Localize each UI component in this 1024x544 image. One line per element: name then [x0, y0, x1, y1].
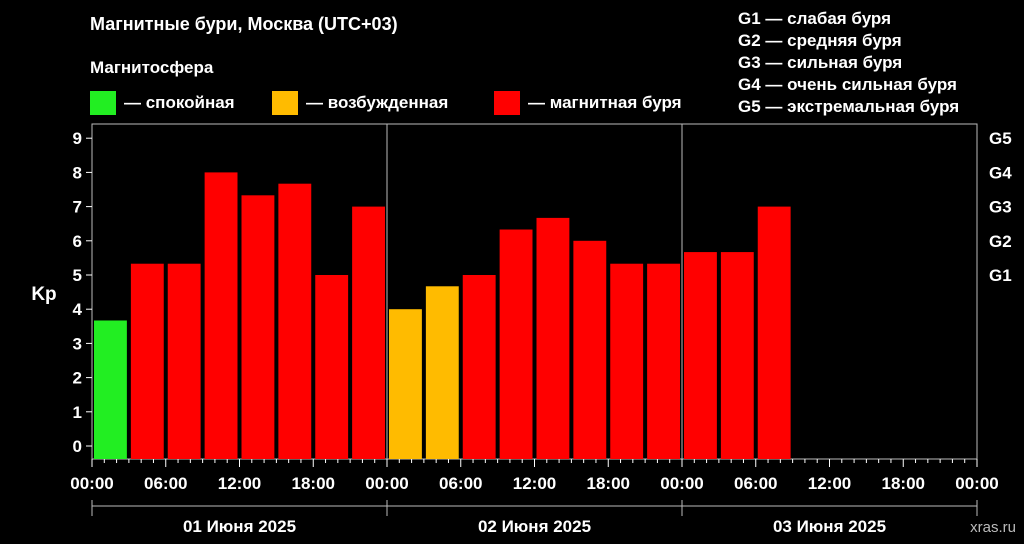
g-tick-label: G4 [989, 163, 1012, 182]
x-tick-label: 12:00 [218, 474, 261, 493]
legend-label-storm: — магнитная буря [528, 93, 682, 112]
legend-swatch-quiet [90, 91, 116, 115]
kp-bar [573, 240, 607, 459]
status-legend: — спокойная — возбужденная — магнитная б… [90, 90, 710, 116]
y-axis-label: Kp [31, 284, 56, 305]
kp-bar [241, 195, 275, 459]
y-tick-label: 6 [73, 232, 82, 251]
kp-bar [94, 320, 127, 459]
kp-bar [425, 286, 459, 459]
y-tick-label: 5 [73, 266, 82, 285]
x-tick-label: 06:00 [734, 474, 777, 493]
kp-bar [278, 183, 312, 459]
y-tick-label: 9 [73, 129, 82, 148]
kp-bar [204, 172, 238, 459]
watermark: xras.ru [970, 519, 1016, 536]
y-tick-label: 7 [73, 198, 82, 217]
x-tick-label: 18:00 [587, 474, 630, 493]
x-tick-label: 06:00 [439, 474, 482, 493]
kp-bar [130, 263, 164, 459]
day-label: 03 Июня 2025 [773, 517, 886, 536]
g-legend-g2: G2 — средняя буря [738, 31, 902, 50]
legend-item-active: — возбужденная [272, 90, 448, 116]
kp-bar [536, 217, 570, 459]
y-tick-label: 3 [73, 334, 82, 353]
g-tick-label: G1 [989, 266, 1012, 285]
g-tick-label: G3 [989, 198, 1012, 217]
g-legend-g1: G1 — слабая буря [738, 9, 892, 28]
x-tick-label: 00:00 [955, 474, 998, 493]
day-label: 01 Июня 2025 [183, 517, 296, 536]
x-tick-label: 12:00 [808, 474, 851, 493]
x-tick-label: 06:00 [144, 474, 187, 493]
g-tick-label: G5 [989, 129, 1012, 148]
kp-bar [684, 252, 717, 459]
kp-bar [720, 252, 754, 459]
y-tick-label: 8 [73, 163, 82, 182]
g-legend-g5: G5 — экстремальная буря [738, 97, 960, 116]
y-tick-label: 4 [73, 300, 83, 319]
y-tick-label: 1 [73, 403, 82, 422]
legend-item-storm: — магнитная буря [494, 90, 682, 116]
kp-bar [315, 275, 349, 459]
magnetosphere-label: Магнитосфера [90, 58, 214, 77]
kp-bar [647, 263, 680, 459]
kp-bar [389, 309, 422, 459]
x-tick-label: 12:00 [513, 474, 556, 493]
y-tick-label: 0 [73, 437, 82, 456]
kp-bar [462, 275, 496, 459]
legend-swatch-active [272, 91, 298, 115]
g-scale-legend: G1 — слабая буря G2 — средняя буря G3 — … [738, 8, 959, 118]
kp-bar [352, 206, 385, 459]
legend-swatch-storm [494, 91, 520, 115]
x-tick-label: 00:00 [70, 474, 113, 493]
kp-bar [610, 263, 644, 459]
y-tick-label: 2 [73, 369, 82, 388]
g-legend-g4: G4 — очень сильная буря [738, 75, 957, 94]
legend-label-quiet: — спокойная [124, 93, 235, 112]
day-label: 02 Июня 2025 [478, 517, 591, 536]
chart-title: Магнитные бури, Москва (UTC+03) [90, 14, 398, 34]
kp-bar [499, 229, 533, 459]
x-tick-label: 00:00 [365, 474, 408, 493]
legend-item-quiet: — спокойная [90, 90, 235, 116]
kp-bar [167, 263, 201, 459]
x-tick-label: 00:00 [660, 474, 703, 493]
x-tick-label: 18:00 [292, 474, 335, 493]
legend-label-active: — возбужденная [306, 93, 449, 112]
kp-bar [757, 206, 791, 459]
g-tick-label: G2 [989, 232, 1012, 251]
g-legend-g3: G3 — сильная буря [738, 53, 903, 72]
x-tick-label: 18:00 [882, 474, 925, 493]
